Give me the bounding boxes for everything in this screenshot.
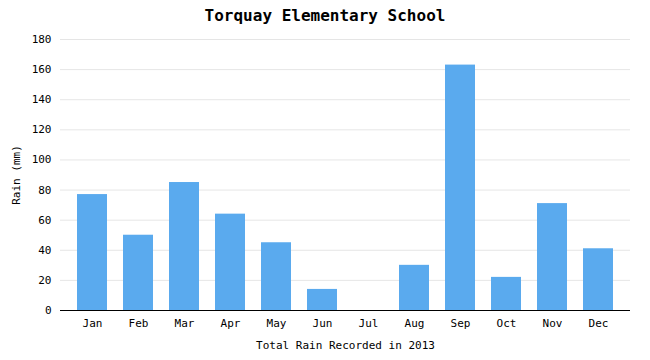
svg-text:Apr: Apr — [221, 317, 241, 330]
svg-text:0: 0 — [45, 304, 52, 317]
svg-text:20: 20 — [38, 274, 51, 287]
svg-text:Rain (mm): Rain (mm) — [10, 145, 23, 205]
svg-text:40: 40 — [38, 244, 51, 257]
svg-text:Sep: Sep — [451, 317, 471, 330]
svg-text:Jan: Jan — [83, 317, 103, 330]
svg-text:80: 80 — [38, 184, 51, 197]
svg-text:120: 120 — [32, 123, 52, 136]
svg-text:140: 140 — [32, 93, 52, 106]
svg-text:Total Rain Recorded in 2013: Total Rain Recorded in 2013 — [256, 339, 435, 352]
svg-text:180: 180 — [32, 33, 52, 46]
svg-text:Jul: Jul — [359, 317, 379, 330]
svg-text:Aug: Aug — [405, 317, 425, 330]
html-text:Torquay Elementary School: Torquay Elementary School — [204, 6, 446, 25]
svg-text:60: 60 — [38, 214, 51, 227]
svg-text:Oct: Oct — [497, 317, 517, 330]
svg-text:Dec: Dec — [589, 317, 609, 330]
svg-text:160: 160 — [32, 63, 52, 76]
svg-text:Jun: Jun — [313, 317, 333, 330]
svg-text:Mar: Mar — [175, 317, 195, 330]
svg-text:May: May — [267, 317, 287, 330]
svg-text:Nov: Nov — [543, 317, 563, 330]
svg-text:100: 100 — [32, 153, 52, 166]
svg-text:Feb: Feb — [129, 317, 149, 330]
